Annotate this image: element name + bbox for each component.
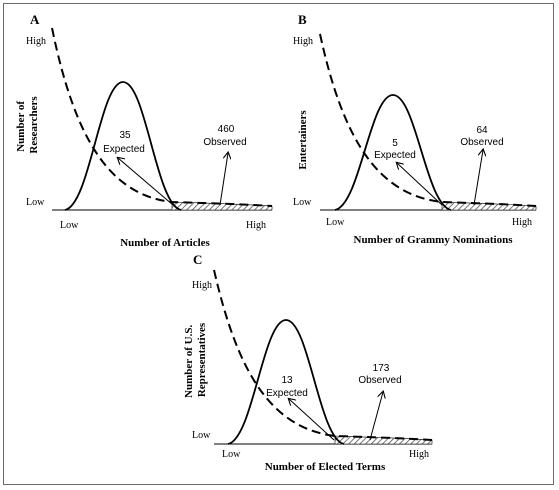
panel-a-power-law-curve (51, 27, 273, 207)
panel-a: A High Low Low High Number of Researcher… (15, 12, 273, 249)
panel-b-expected-label: Expected (374, 150, 416, 161)
panel-a-observed-arrow (219, 153, 228, 206)
panel-a-observed-label: Observed (203, 137, 246, 148)
panel-b-power-law-curve (319, 33, 537, 207)
panel-c-expected-label: Expected (266, 388, 308, 399)
panel-c-x-high: High (409, 449, 429, 460)
panel-b-expected-value: 5 (392, 138, 398, 149)
panel-c-letter: C (193, 252, 202, 267)
panel-a-y-high: High (26, 36, 46, 47)
panel-c-expected-value: 13 (281, 375, 293, 386)
panel-a-x-low: Low (60, 220, 79, 231)
panel-a-y-low: Low (26, 197, 45, 208)
panel-c-x-axis-title: Number of Elected Terms (265, 461, 386, 473)
panel-c-x-low: Low (222, 449, 241, 460)
panel-b-expected-arrow (397, 163, 443, 206)
panel-a-letter: A (30, 12, 40, 27)
panel-a-x-high: High (246, 220, 266, 231)
panel-c-expected-arrow (289, 399, 335, 441)
panel-b-observed-arrow (473, 150, 483, 206)
panel-b: B High Low Low High Entertainers Number … (293, 12, 537, 246)
panel-a-y-axis-title: Number of Researchers (15, 96, 40, 154)
panel-c-power-law-curve (213, 269, 433, 441)
panel-b-y-high: High (293, 36, 313, 47)
figure-frame (3, 3, 554, 485)
panel-b-x-low: Low (326, 217, 345, 228)
panel-c: C High Low Low High Number of U.S. Repre… (183, 252, 433, 473)
panel-b-x-axis-title: Number of Grammy Nominations (354, 234, 514, 246)
panel-b-x-high: High (512, 217, 532, 228)
panel-c-normal-curve (227, 319, 345, 445)
panel-c-y-high: High (192, 280, 212, 291)
panel-a-x-axis-title: Number of Articles (120, 237, 210, 249)
panel-b-letter: B (298, 12, 307, 27)
panel-b-y-low: Low (293, 197, 312, 208)
panel-c-observed-arrow (369, 392, 383, 441)
panel-c-observed-value: 173 (373, 363, 390, 374)
panel-b-normal-curve (334, 94, 452, 211)
panel-b-y-axis-title: Entertainers (297, 110, 309, 170)
panel-a-observed-value: 460 (218, 124, 235, 135)
panel-c-y-low: Low (192, 430, 211, 441)
panel-a-expected-label: Expected (103, 144, 145, 155)
panel-b-observed-value: 64 (476, 125, 488, 136)
panel-a-expected-value: 35 (119, 130, 131, 141)
panel-b-observed-label: Observed (460, 137, 503, 148)
panel-a-normal-curve (64, 81, 182, 211)
panel-c-y-axis-title: Number of U.S. Representatives (183, 322, 208, 398)
panel-c-observed-label: Observed (358, 375, 401, 386)
panel-a-expected-arrow (118, 158, 174, 206)
